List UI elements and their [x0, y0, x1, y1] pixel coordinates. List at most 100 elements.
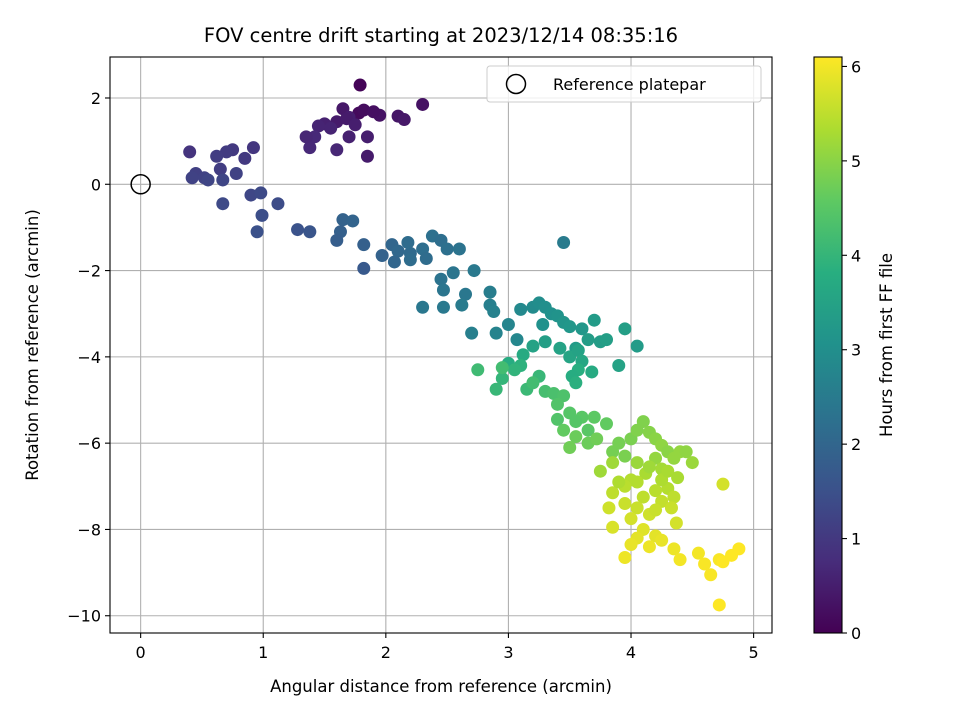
x-tick-label: 4 — [626, 643, 636, 662]
x-axis-label: Angular distance from reference (arcmin) — [270, 677, 612, 696]
data-point — [698, 557, 712, 571]
legend-box — [486, 65, 762, 103]
data-point — [664, 501, 678, 515]
data-point — [510, 333, 524, 347]
data-point — [254, 186, 268, 200]
data-point — [636, 490, 650, 504]
data-point — [691, 546, 705, 560]
data-point — [342, 130, 356, 144]
data-point — [330, 233, 344, 247]
data-point — [538, 335, 552, 349]
data-point — [238, 151, 252, 165]
data-point — [587, 410, 601, 424]
data-point — [303, 141, 317, 155]
y-tick-label: 2 — [91, 89, 101, 108]
data-point — [495, 371, 509, 385]
data-point — [685, 456, 699, 470]
colorbar-gradient — [814, 57, 842, 633]
x-tick-label: 0 — [136, 643, 146, 662]
data-point — [667, 542, 681, 556]
data-point — [397, 113, 411, 127]
data-point — [357, 103, 371, 117]
data-point — [550, 397, 564, 411]
data-point — [704, 568, 718, 582]
colorbar-frame — [813, 56, 843, 634]
data-point — [416, 97, 430, 111]
data-point — [219, 145, 233, 159]
data-point — [585, 365, 599, 379]
data-point — [489, 326, 503, 340]
data-point — [375, 248, 389, 262]
data-point — [229, 166, 243, 180]
data-point — [669, 516, 683, 530]
data-point — [593, 464, 607, 478]
data-point — [246, 141, 260, 155]
data-point — [712, 598, 726, 612]
data-point — [563, 440, 577, 454]
data-point — [401, 236, 415, 250]
legend-label: Reference platepar — [553, 75, 706, 94]
data-point — [367, 105, 381, 119]
colorbar-tick-label: 3 — [851, 341, 861, 360]
data-point — [600, 333, 613, 347]
data-point — [250, 225, 264, 239]
data-point — [590, 432, 604, 446]
data-point — [667, 490, 681, 504]
data-point — [673, 553, 687, 567]
data-point — [501, 318, 515, 332]
data-point — [353, 78, 367, 92]
plot-frame — [109, 56, 773, 634]
data-point — [213, 162, 227, 176]
data-point — [391, 244, 405, 258]
data-point — [330, 143, 344, 157]
data-point — [642, 540, 656, 554]
data-point — [630, 339, 644, 353]
data-point — [459, 287, 473, 301]
y-tick-label: 0 — [91, 175, 101, 194]
scatter-points — [183, 78, 746, 612]
reference-marker — [130, 174, 151, 195]
data-point — [732, 542, 746, 556]
colorbar-tick-label: 6 — [851, 57, 861, 76]
reference-point — [130, 174, 151, 195]
colorbar: 0 1 2 3 4 5 6 Hours from first FF file — [813, 56, 896, 643]
data-point — [581, 333, 595, 347]
data-point — [636, 415, 650, 429]
data-point — [403, 253, 417, 267]
data-point — [455, 298, 469, 312]
data-point — [324, 121, 338, 135]
data-point — [630, 475, 644, 489]
colorbar-tick-label: 2 — [851, 435, 861, 454]
data-point — [602, 501, 616, 515]
y-tick-label: −2 — [77, 262, 101, 281]
colorbar-tick-label: 5 — [851, 152, 861, 171]
data-point — [600, 417, 613, 431]
x-tick-label: 5 — [749, 643, 759, 662]
data-point — [679, 445, 693, 459]
data-point — [495, 361, 509, 375]
data-point — [716, 477, 730, 491]
data-point — [671, 471, 685, 485]
data-point — [440, 242, 454, 256]
data-point — [348, 118, 362, 132]
legend: Reference platepar — [486, 65, 762, 103]
data-point — [618, 449, 632, 463]
data-point — [416, 300, 430, 314]
data-point — [360, 130, 374, 144]
data-point — [514, 302, 528, 316]
data-point — [587, 313, 601, 327]
colorbar-label: Hours from first FF file — [877, 253, 896, 437]
data-point — [357, 238, 371, 252]
data-point — [183, 145, 197, 159]
data-point — [526, 376, 540, 390]
data-point — [536, 318, 550, 332]
data-point — [216, 173, 230, 187]
data-point — [649, 484, 663, 498]
data-point — [624, 538, 638, 552]
data-point — [606, 486, 620, 500]
data-point — [569, 415, 583, 429]
colorbar-tick-label: 0 — [851, 624, 861, 643]
data-point — [244, 188, 258, 202]
data-point — [303, 225, 317, 239]
